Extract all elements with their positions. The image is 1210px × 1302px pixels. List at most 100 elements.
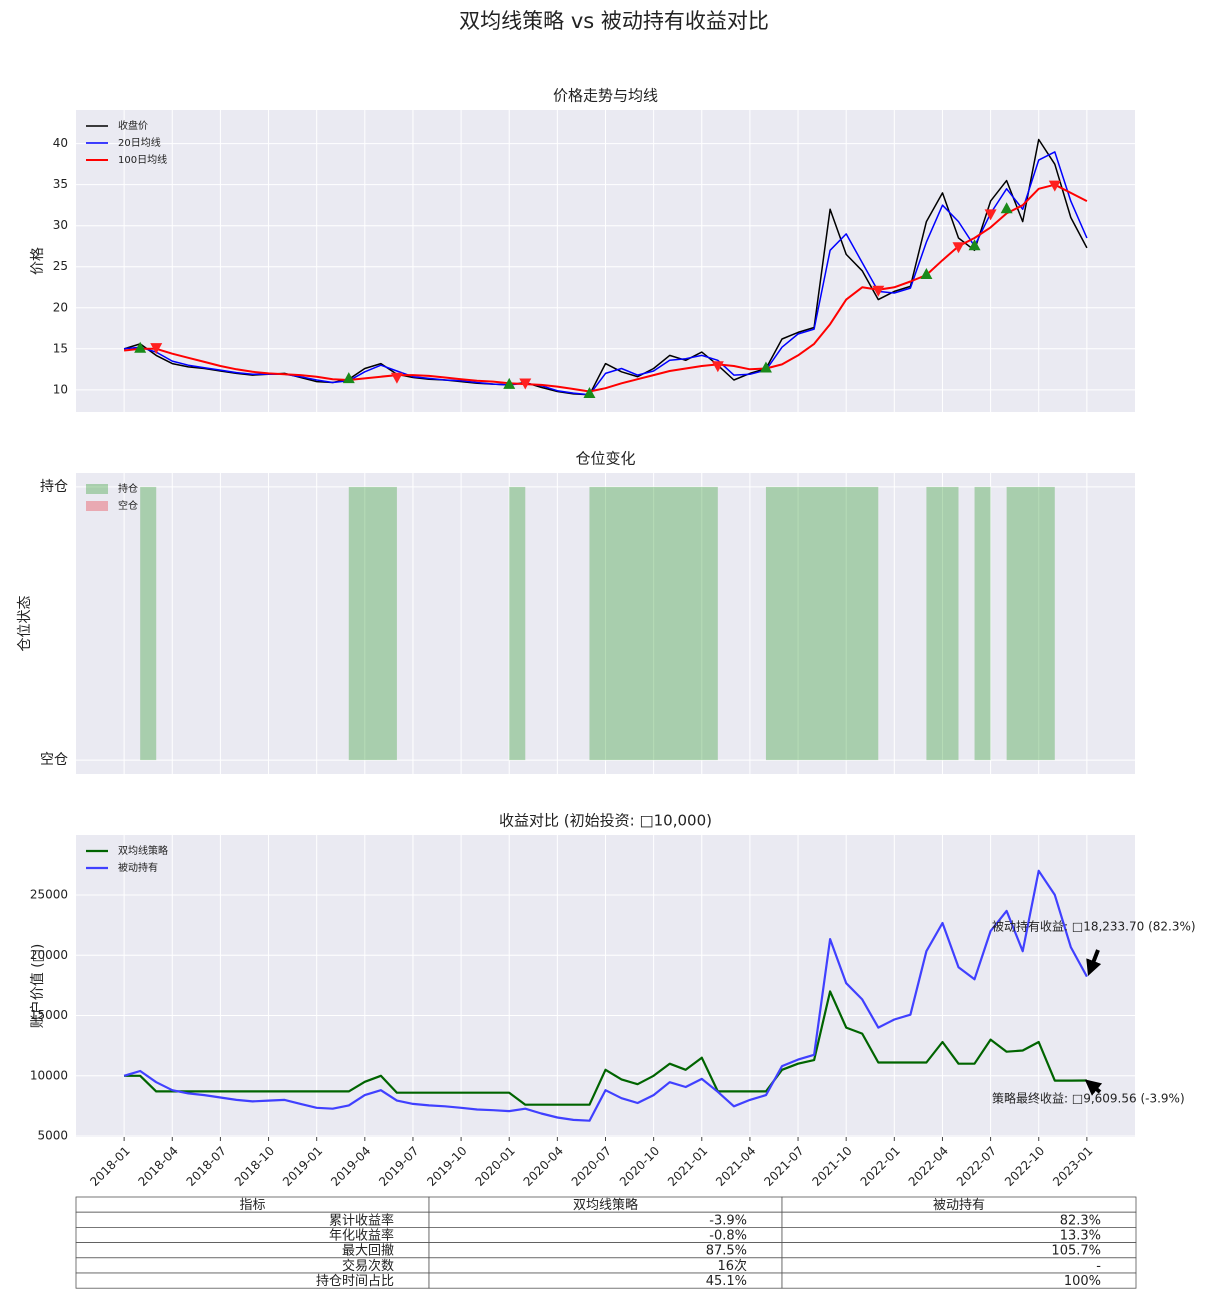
x-tick-label: 2021-10 <box>809 1144 854 1189</box>
signal-marker <box>984 209 997 221</box>
legend-label: 100日均线 <box>118 153 167 166</box>
signal-marker <box>1048 180 1061 192</box>
position-span <box>589 486 718 761</box>
table-cell-text: 87.5% <box>706 1244 747 1259</box>
table-cell-text: -3.9% <box>709 1213 747 1228</box>
table-cell-text: 交易次数 <box>342 1258 394 1274</box>
position-span <box>974 486 991 761</box>
legend-label: 收盘价 <box>118 119 148 132</box>
x-tick-label: 2018-10 <box>232 1144 277 1189</box>
y-tick-label: 5000 <box>37 1129 68 1143</box>
signal-marker <box>342 372 355 384</box>
table-cell-text: 持仓时间占比 <box>316 1274 394 1289</box>
y-tick-label: 15 <box>53 341 68 355</box>
legend-label: 20日均线 <box>118 136 161 149</box>
position-span <box>926 486 959 761</box>
y-tick-label: 15000 <box>30 1008 68 1022</box>
table-cell-text: - <box>1096 1259 1101 1274</box>
y-tick-label: 10 <box>53 382 68 396</box>
signal-marker <box>1000 202 1013 214</box>
legend-swatch <box>86 484 108 494</box>
annotation-text: 策略最终收益: □9,609.56 (-3.9%) <box>992 1091 1185 1106</box>
y-tick-label: 20000 <box>30 948 68 962</box>
legend-label: 被动持有 <box>118 861 158 874</box>
y-tick-label: 20 <box>53 300 68 314</box>
y-tick-label: 25 <box>53 259 68 273</box>
x-tick-label: 2021-04 <box>713 1144 758 1189</box>
x-tick-label: 2022-07 <box>954 1144 999 1189</box>
x-tick-label: 2020-10 <box>617 1144 662 1189</box>
table-cell-text: 82.3% <box>1060 1213 1101 1228</box>
x-tick-label: 2019-04 <box>328 1144 373 1189</box>
signal-marker <box>968 239 981 251</box>
chart-title: 收益对比 (初始投资: □10,000) <box>499 812 712 830</box>
x-tick-label: 2020-01 <box>472 1144 517 1189</box>
x-tick-label: 2018-07 <box>184 1144 229 1189</box>
signal-marker <box>952 242 965 254</box>
x-tick-label: 2018-01 <box>87 1144 132 1189</box>
y-tick-label: 40 <box>53 136 68 150</box>
series-line <box>123 869 1088 1122</box>
x-tick-label: 2021-01 <box>665 1144 710 1189</box>
legend-swatch <box>86 501 108 511</box>
legend-label: 双均线策略 <box>118 844 168 857</box>
x-tick-label: 2022-10 <box>1002 1144 1047 1189</box>
x-tick-label: 2022-04 <box>906 1144 951 1189</box>
signal-marker <box>519 378 532 390</box>
position-span <box>765 486 879 761</box>
signal-marker <box>134 341 147 353</box>
annotation-arrow <box>1086 949 1102 977</box>
annotation-arrow <box>1084 1079 1103 1096</box>
position-span <box>1006 486 1055 761</box>
x-tick-label: 2019-10 <box>424 1144 469 1189</box>
chart-title: 价格走势与均线 <box>553 87 658 105</box>
y-tick-label: 25000 <box>30 888 68 902</box>
signal-marker <box>150 343 163 355</box>
chart-title: 仓位变化 <box>575 450 635 468</box>
x-tick-label: 2020-04 <box>521 1144 566 1189</box>
table-cell-text: 45.1% <box>706 1274 747 1289</box>
signal-marker <box>583 386 596 398</box>
annotation-text: 被动持有收益: □18,233.70 (82.3%) <box>992 919 1196 934</box>
signal-marker <box>759 361 772 373</box>
y-tick-label: 10000 <box>30 1068 68 1082</box>
table-cell-text: 100% <box>1064 1274 1101 1289</box>
x-tick-label: 2019-07 <box>376 1144 421 1189</box>
table-header: 指标 <box>239 1198 265 1213</box>
table-cell <box>781 1257 1137 1274</box>
table-cell-text: 最大回撤 <box>342 1243 394 1259</box>
x-tick-label: 2019-01 <box>280 1144 325 1189</box>
table-header: 被动持有 <box>933 1198 985 1213</box>
signal-marker <box>920 267 933 279</box>
table-cell-text: 年化收益率 <box>329 1228 394 1244</box>
signal-marker <box>503 377 516 389</box>
y-axis-label: 价格 <box>30 247 46 275</box>
y-tick-label: 30 <box>53 218 68 232</box>
x-tick-label: 2023-01 <box>1050 1144 1095 1189</box>
signal-marker <box>390 372 403 384</box>
y-axis-label: 账户价值 (□) <box>29 944 46 1029</box>
table-cell <box>781 1272 1137 1289</box>
legend-label: 空仓 <box>118 499 138 512</box>
table-cell-text: 105.7% <box>1051 1244 1101 1259</box>
table-cell-text: 16次 <box>717 1258 747 1274</box>
position-span <box>140 486 157 761</box>
signal-marker <box>711 361 724 373</box>
x-tick-label: 2021-07 <box>761 1144 806 1189</box>
signal-marker <box>872 285 885 297</box>
y-tick-label: 空仓 <box>40 752 68 768</box>
table-cell-text: 累计收益率 <box>329 1212 394 1228</box>
x-tick-label: 2018-04 <box>136 1144 181 1189</box>
y-axis-label: 仓位状态 <box>17 596 33 652</box>
y-tick-label: 35 <box>53 177 68 191</box>
position-span <box>509 486 526 761</box>
x-tick-label: 2022-01 <box>858 1144 903 1189</box>
table-header: 双均线策略 <box>573 1197 638 1213</box>
table-cell-text: -0.8% <box>709 1229 747 1244</box>
table-cell-text: 13.3% <box>1060 1229 1101 1244</box>
y-tick-label: 持仓 <box>40 479 68 495</box>
figure-title: 双均线策略 vs 被动持有收益对比 <box>459 9 769 33</box>
legend-label: 持仓 <box>118 482 138 495</box>
x-tick-label: 2020-07 <box>569 1144 614 1189</box>
